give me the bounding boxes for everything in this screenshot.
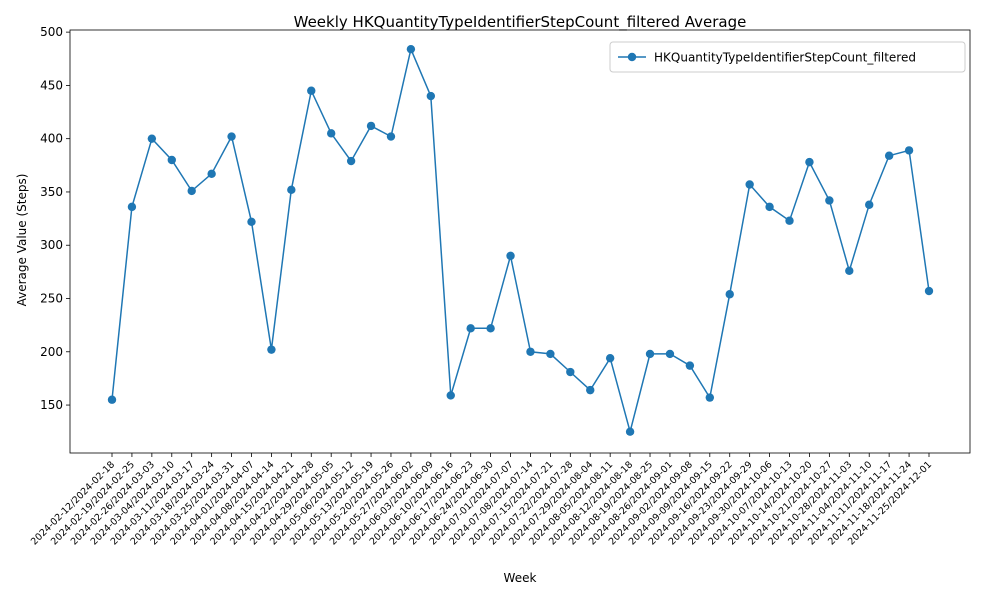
data-point: [904, 146, 914, 155]
chart-title: Weekly HKQuantityTypeIdentifierStepCount…: [294, 13, 747, 32]
data-point: [685, 361, 695, 370]
legend-label: HKQuantityTypeIdentifierStepCount_filter…: [654, 51, 916, 65]
data-point: [287, 185, 296, 195]
data-point: [406, 44, 416, 54]
data-point: [486, 324, 495, 333]
y-tick-label: 450: [40, 78, 63, 92]
data-point: [446, 391, 455, 400]
data-point: [506, 251, 515, 261]
data-point: [705, 393, 715, 402]
data-point: [247, 217, 256, 226]
y-tick-label: 150: [40, 398, 63, 412]
axes-frame: [69, 29, 971, 454]
y-tick-label: 400: [40, 132, 63, 146]
legend: HKQuantityTypeIdentifierStepCount_filter…: [609, 41, 966, 73]
data-point: [346, 156, 356, 166]
data-point: [386, 132, 396, 141]
x-axis-label: Week: [504, 571, 537, 585]
data-point: [326, 129, 336, 138]
data-point: [884, 151, 894, 160]
y-tick-label: 250: [40, 292, 63, 306]
data-point: [107, 395, 117, 404]
data-point: [566, 367, 575, 377]
data-point: [765, 202, 774, 212]
data-point: [805, 157, 814, 167]
data-point: [546, 349, 555, 359]
data-point: [147, 134, 157, 143]
data-point: [725, 290, 734, 299]
y-tick-label: 200: [40, 345, 63, 359]
data-point: [645, 349, 655, 359]
data-point: [466, 324, 475, 333]
data-point: [586, 385, 595, 395]
data-point: [845, 266, 854, 276]
y-tick-label: 500: [40, 25, 63, 39]
data-point: [167, 155, 176, 165]
data-point: [605, 353, 615, 363]
data-point: [785, 216, 794, 225]
data-point: [187, 186, 196, 196]
data-point: [665, 349, 675, 359]
data-point: [924, 286, 934, 296]
y-tick-label: 300: [40, 238, 63, 252]
series-line: [111, 46, 930, 435]
data-point: [625, 427, 635, 436]
data-point: [865, 200, 874, 209]
data-point: [366, 121, 376, 131]
data-point: [307, 86, 316, 95]
data-point: [526, 347, 535, 356]
data-point: [227, 132, 236, 141]
legend-box: [609, 41, 966, 73]
data-point: [426, 91, 436, 101]
data-point: [825, 196, 834, 205]
y-axis-label: Average Value (Steps): [15, 174, 29, 307]
data-point: [745, 180, 754, 189]
data-point: [267, 345, 276, 354]
legend-point-marker: [627, 52, 637, 62]
data-point: [127, 202, 137, 212]
y-tick-label: 350: [40, 185, 63, 199]
data-point: [207, 169, 216, 179]
